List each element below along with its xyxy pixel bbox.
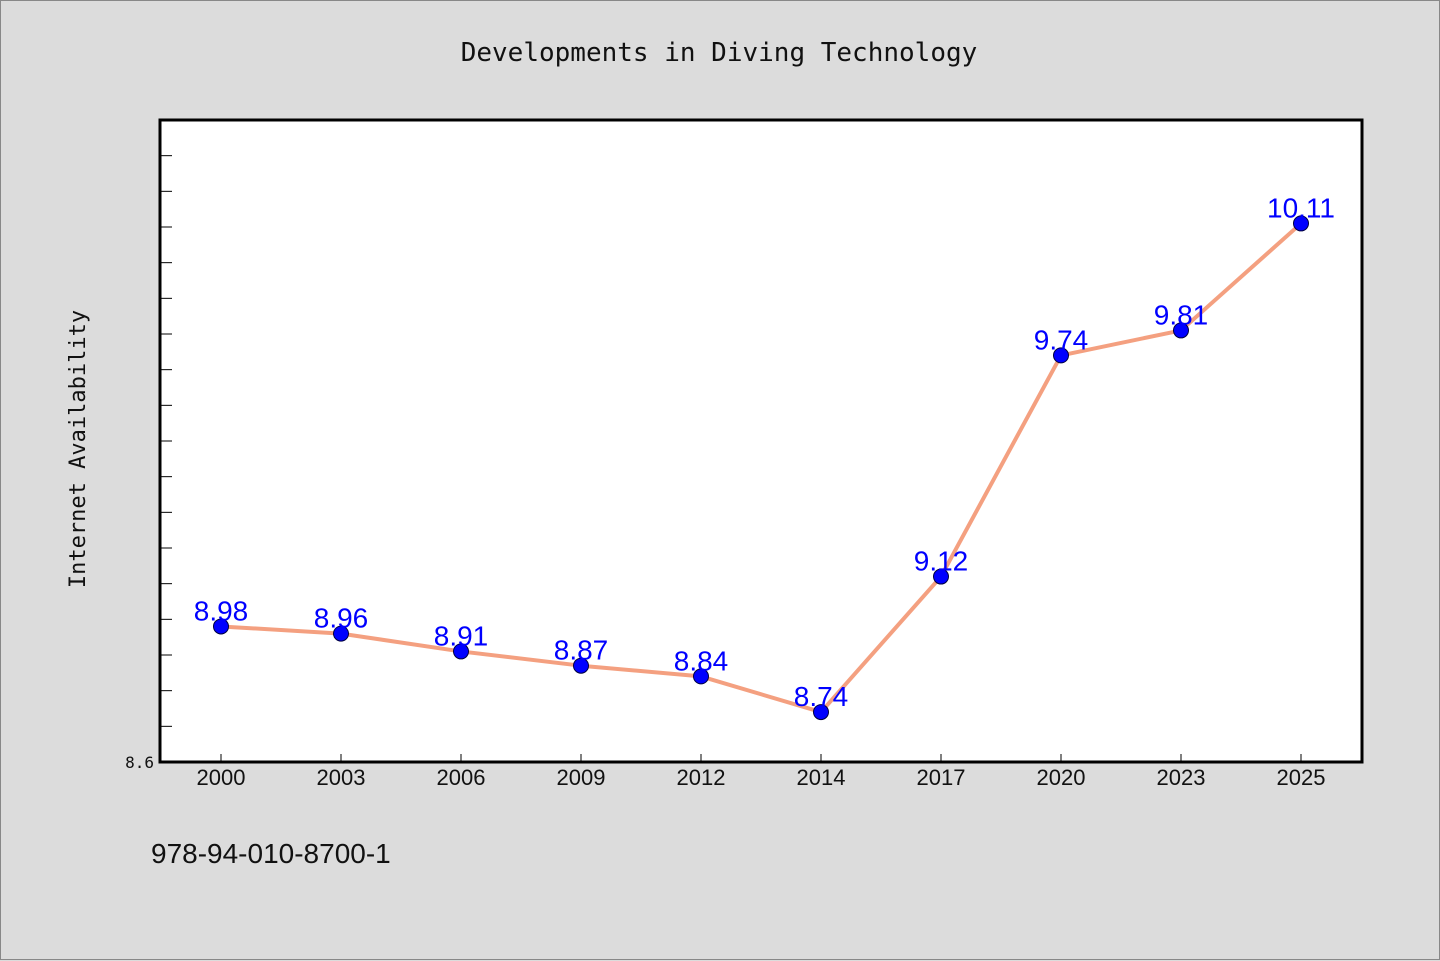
x-tick-label: 2020: [1037, 765, 1086, 790]
data-label: 8.87: [554, 635, 609, 666]
x-tick-label: 2006: [437, 765, 486, 790]
x-tick-label: 2023: [1157, 765, 1206, 790]
series-line: [220, 221, 1303, 715]
x-tick-label: 2014: [797, 765, 846, 790]
series-group: 8.98 8.96 8.91 8.87 8.84 8.74 9.12 9.74 9.81 10.1…: [194, 192, 1335, 721]
plot-area: [158, 118, 1364, 764]
data-label: 8.91: [434, 620, 489, 651]
data-label: 8.98: [194, 595, 249, 626]
data-label: 8.84: [674, 645, 729, 676]
y-axis-ticks: 8.6: [125, 155, 172, 772]
x-axis-ticks: 2000 2003 2006 2009 2012 2014 2017 2020 2023 2025: [197, 754, 1326, 790]
data-point: [693, 668, 709, 685]
data-label: 9.81: [1154, 299, 1209, 330]
data-point: [573, 657, 589, 674]
data-label: 8.96: [314, 603, 369, 634]
data-point: [333, 625, 349, 642]
data-point: [1173, 322, 1189, 339]
data-point: [453, 643, 469, 660]
isbn-text: 978-94-010-8700-1: [151, 838, 391, 869]
data-point: [213, 618, 229, 635]
x-tick-label: 2017: [917, 765, 966, 790]
y-axis-label: Internet Availability: [66, 310, 91, 588]
data-point: [1293, 215, 1309, 232]
data-label: 9.74: [1034, 324, 1089, 355]
data-label: 9.12: [914, 546, 969, 577]
x-tick-label: 2003: [317, 765, 366, 790]
data-point: [1053, 347, 1069, 364]
data-point: [933, 568, 949, 585]
data-point: [813, 704, 829, 721]
chart-title: Developments in Diving Technology: [461, 38, 978, 68]
x-tick-label: 2009: [557, 765, 606, 790]
y-tick-label: 8.6: [125, 753, 154, 772]
x-tick-label: 2012: [677, 765, 726, 790]
x-tick-label: 2000: [197, 765, 246, 790]
data-label: 10.11: [1267, 192, 1335, 223]
x-tick-label: 2025: [1277, 765, 1326, 790]
data-label: 8.74: [794, 681, 849, 712]
